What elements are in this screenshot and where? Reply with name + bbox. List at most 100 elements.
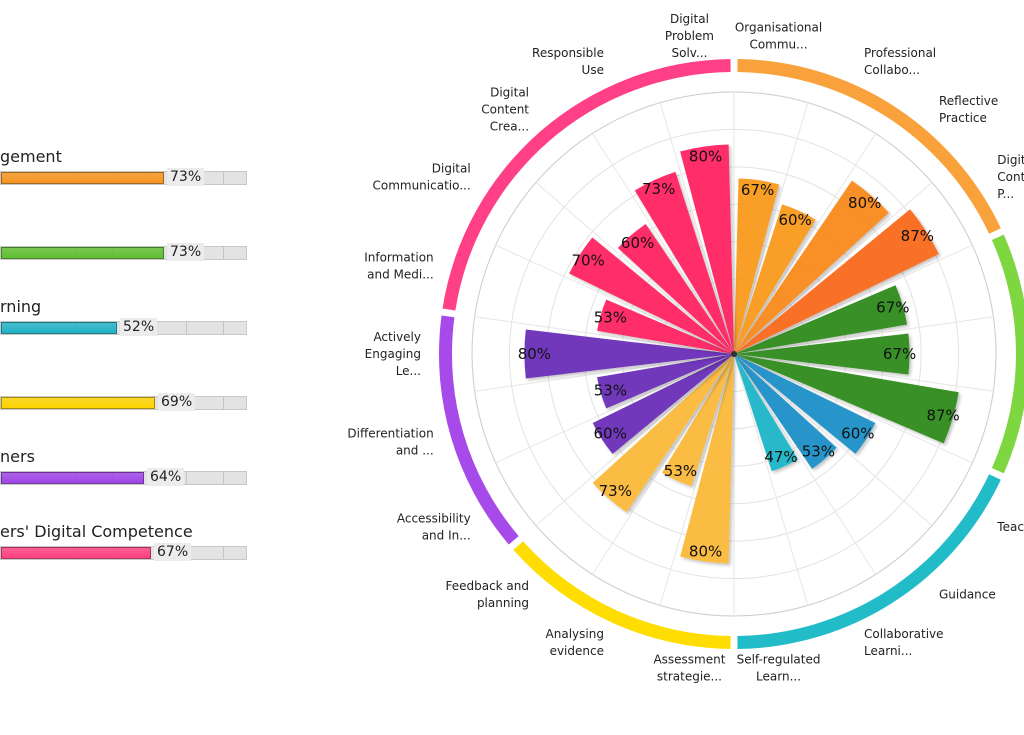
radial-slice (734, 354, 837, 469)
grid-spoke (535, 182, 735, 355)
slice-label-layer: 67%60%80%87%67%67%87%60%53%47%80%53%73%6… (518, 147, 960, 560)
group-ring-segment (439, 315, 519, 545)
slice-value-label: 53% (664, 462, 697, 480)
slice-value-label: 53% (594, 309, 627, 327)
radial-slice (734, 354, 876, 454)
spoke-label: Feedback and planning (445, 579, 529, 610)
bar-value-label: 69% (158, 393, 196, 411)
spoke-label: DigitalContinuousP... (997, 153, 1024, 201)
grid-spoke (474, 316, 735, 355)
center-dot (731, 351, 737, 357)
spoke-label: Teaching (996, 520, 1024, 534)
grid-spoke (591, 353, 735, 575)
bar-tick (223, 547, 224, 559)
grid-spoke (495, 244, 735, 355)
bar-tick (223, 247, 224, 259)
radial-slice (734, 180, 889, 354)
bar-tick (186, 472, 187, 484)
radial-slice (734, 285, 908, 354)
slice-value-label: 80% (848, 194, 881, 212)
radial-slice (680, 144, 734, 354)
slice-value-label: 47% (764, 448, 797, 466)
grid-spoke (733, 353, 994, 392)
bar-track (0, 471, 247, 485)
grid-spoke (495, 353, 735, 464)
slice-value-label: 80% (518, 345, 551, 363)
slice-value-label: 67% (883, 345, 916, 363)
bar-fill (1, 247, 164, 259)
slice-value-label: 80% (689, 147, 722, 165)
bar-value-label: 73% (167, 243, 205, 261)
slice-value-label: 67% (741, 181, 774, 199)
radial-slice (597, 354, 734, 409)
group-ring-layer (439, 59, 1024, 649)
bar-value-label: 52% (120, 318, 158, 336)
radial-slice (734, 354, 959, 444)
radial-slice (592, 354, 734, 454)
spoke-label: Information and Medi... (364, 250, 433, 281)
category-bars-panel: gement 73% 73% rning 52% 69% ners 64% ers' Digit… (0, 0, 260, 735)
bar-row: ers' Digital Competence 67% (0, 522, 260, 582)
slice-value-label: 60% (621, 234, 654, 252)
slice-value-label: 73% (642, 180, 675, 198)
bar-title: rning (0, 297, 42, 316)
slice-value-label: 70% (571, 251, 604, 269)
bar-fill (1, 472, 144, 484)
bar-title: ners (0, 447, 35, 466)
bar-title: ers' Digital Competence (0, 522, 193, 541)
spoke-label-layer: Organisational Commu... Professional Collab… (347, 12, 1024, 683)
bar-row: 73% (0, 222, 260, 282)
slice-value-label: 80% (689, 543, 722, 561)
bar-tick (223, 397, 224, 409)
slice-value-label: 60% (778, 211, 811, 229)
bar-value-label: 64% (147, 468, 185, 486)
slice-value-label: 53% (594, 381, 627, 399)
spoke-label: Reflective Practice (939, 94, 998, 125)
radial-slice (597, 299, 734, 354)
radial-slice (734, 354, 798, 472)
spoke-label: Analysing evidence (546, 627, 604, 658)
grid-spoke (733, 316, 994, 355)
bar-row: rning 52% (0, 297, 260, 357)
bar-tick (223, 172, 224, 184)
spoke-label: Professional Collabo... (864, 46, 936, 77)
spoke-label: Actively Engaging Le... (365, 330, 421, 378)
grid-spoke (659, 102, 735, 355)
grid-spoke (733, 353, 877, 575)
group-ring-segment (737, 474, 1001, 649)
bar-row: gement 73% (0, 147, 260, 207)
radial-slice (634, 171, 734, 354)
grid-spoke (733, 353, 973, 464)
bar-tick (223, 322, 224, 334)
spoke-label: Digital Content Crea... (481, 85, 529, 133)
slice-layer (524, 144, 959, 564)
bar-tick (186, 322, 187, 334)
bar-fill (1, 172, 164, 184)
radial-slice (680, 354, 734, 564)
bar-tick (223, 472, 224, 484)
radial-slice (661, 354, 734, 487)
slice-value-label: 87% (926, 406, 959, 424)
grid-spoke (591, 133, 735, 355)
grid-spoke (659, 353, 735, 606)
radial-slice (734, 333, 910, 375)
spoke-label: Differentiation and ... (347, 427, 433, 458)
radial-slice (569, 237, 734, 354)
spoke-label: Accessibility and In... (397, 512, 471, 543)
spoke-label: Collaborative Learni... (864, 627, 944, 658)
radial-slice (617, 223, 734, 354)
bar-fill (1, 547, 151, 559)
bar-value-label: 67% (154, 543, 192, 561)
slice-value-label: 60% (841, 425, 874, 443)
radial-slice (524, 329, 734, 379)
radial-slice (734, 178, 780, 354)
bar-row: 69% (0, 372, 260, 432)
grid-spoke (733, 353, 933, 526)
group-ring-segment (991, 234, 1024, 474)
grid-spoke (535, 353, 735, 526)
group-ring-segment (442, 59, 731, 311)
grid-spoke (733, 182, 933, 355)
grid-spoke (474, 353, 735, 392)
spoke-label: Digital Communicatio... (372, 161, 470, 192)
